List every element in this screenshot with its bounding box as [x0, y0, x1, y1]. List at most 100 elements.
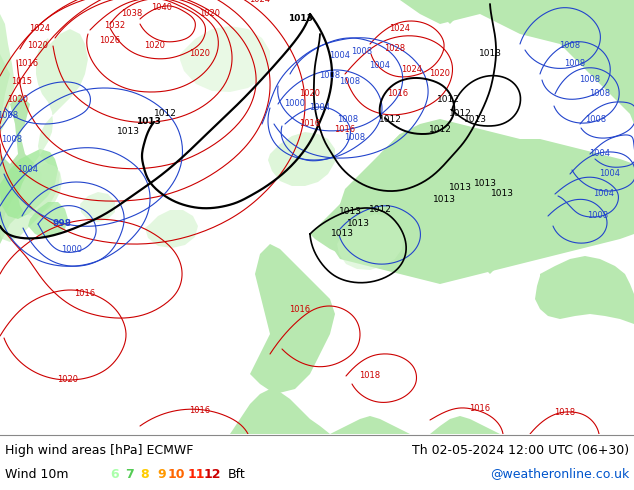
Text: 1016: 1016 [335, 124, 356, 133]
Text: 1013: 1013 [474, 179, 496, 189]
Text: 1012: 1012 [153, 109, 176, 119]
Text: 1012: 1012 [378, 115, 401, 123]
Text: 1013: 1013 [117, 127, 139, 137]
Polygon shape [330, 416, 410, 434]
Polygon shape [18, 29, 88, 216]
Polygon shape [0, 164, 60, 242]
Text: 1008: 1008 [0, 112, 18, 121]
Text: 1008: 1008 [590, 90, 611, 98]
Text: 1016: 1016 [74, 290, 96, 298]
Text: 1020: 1020 [299, 90, 321, 98]
Text: 1012: 1012 [368, 205, 391, 215]
Text: 1020: 1020 [8, 95, 29, 103]
Text: 8: 8 [141, 467, 150, 481]
Text: 1004: 1004 [370, 62, 391, 71]
Polygon shape [480, 204, 520, 274]
Text: 1013: 1013 [330, 229, 354, 239]
Text: 1004: 1004 [330, 51, 351, 60]
Text: 1008: 1008 [564, 59, 586, 69]
Polygon shape [392, 169, 418, 236]
Polygon shape [430, 0, 480, 24]
Text: High wind areas [hPa] ECMWF: High wind areas [hPa] ECMWF [5, 443, 193, 457]
Text: 9: 9 [158, 467, 166, 481]
Polygon shape [330, 119, 634, 284]
Text: 1020: 1020 [27, 42, 48, 50]
Polygon shape [268, 132, 335, 186]
Text: 1004: 1004 [18, 166, 39, 174]
Text: 1013: 1013 [479, 49, 501, 58]
Text: 998: 998 [53, 220, 72, 228]
Text: 1016: 1016 [190, 406, 210, 415]
Polygon shape [380, 134, 480, 169]
Text: 1018: 1018 [359, 371, 380, 381]
Text: 1016: 1016 [387, 90, 408, 98]
Text: 1020: 1020 [145, 42, 165, 50]
Text: 1018: 1018 [555, 408, 576, 416]
Text: 1016: 1016 [299, 120, 321, 128]
Text: 12: 12 [204, 467, 221, 481]
Text: Th 02-05-2024 12:00 UTC (06+30): Th 02-05-2024 12:00 UTC (06+30) [412, 443, 629, 457]
Text: 1008: 1008 [339, 77, 361, 87]
Text: 1026: 1026 [100, 36, 120, 46]
Polygon shape [0, 14, 15, 134]
Text: 1004: 1004 [600, 170, 621, 178]
Text: 7: 7 [126, 467, 134, 481]
Text: 1008: 1008 [559, 42, 581, 50]
Text: 1024: 1024 [389, 24, 410, 33]
Text: 10: 10 [167, 467, 184, 481]
Text: 1013: 1013 [491, 190, 514, 198]
Text: 1020: 1020 [200, 9, 221, 19]
Text: 1000: 1000 [285, 99, 306, 108]
Text: Wind 10m: Wind 10m [5, 467, 68, 481]
Text: 1004: 1004 [593, 190, 614, 198]
Text: 1008: 1008 [1, 134, 23, 144]
Text: 1024: 1024 [401, 65, 422, 74]
Text: 1016: 1016 [18, 59, 39, 69]
Text: 1013: 1013 [463, 115, 486, 123]
Text: 1013: 1013 [288, 15, 313, 24]
Text: 1004: 1004 [309, 103, 330, 113]
Polygon shape [28, 202, 68, 238]
Text: 1038: 1038 [121, 9, 143, 19]
Text: 1008: 1008 [579, 74, 600, 83]
Polygon shape [310, 164, 415, 256]
Text: 1012: 1012 [429, 124, 451, 133]
Text: 11: 11 [187, 467, 205, 481]
Text: 1013: 1013 [432, 195, 455, 203]
Polygon shape [430, 416, 500, 434]
Polygon shape [0, 149, 58, 219]
Polygon shape [80, 192, 115, 222]
Polygon shape [490, 0, 610, 24]
Text: 1012: 1012 [449, 109, 472, 119]
Text: 1013: 1013 [347, 220, 370, 228]
Text: 1008: 1008 [344, 133, 366, 143]
Text: 1040: 1040 [152, 3, 172, 13]
Polygon shape [400, 0, 634, 124]
Text: 1015: 1015 [11, 77, 32, 87]
Polygon shape [180, 26, 270, 92]
Text: @weatheronline.co.uk: @weatheronline.co.uk [489, 467, 629, 481]
Text: 1024: 1024 [30, 24, 51, 33]
Polygon shape [535, 256, 634, 324]
Text: Bft: Bft [228, 467, 246, 481]
Text: 1028: 1028 [384, 45, 406, 53]
Text: 1013: 1013 [339, 207, 361, 217]
Text: 1013: 1013 [136, 118, 160, 126]
Polygon shape [250, 244, 335, 394]
Text: 1024: 1024 [250, 0, 271, 4]
Text: 1000: 1000 [61, 245, 82, 253]
Polygon shape [337, 214, 404, 270]
Text: 1004: 1004 [590, 149, 611, 158]
Text: 1008: 1008 [351, 48, 373, 56]
Text: 1020: 1020 [190, 49, 210, 58]
Text: 1012: 1012 [437, 95, 460, 103]
Text: 1020: 1020 [429, 70, 451, 78]
Text: 1020: 1020 [58, 374, 79, 384]
Text: 1008: 1008 [320, 72, 340, 80]
Text: 1013: 1013 [448, 183, 472, 193]
Text: 1008: 1008 [588, 212, 609, 220]
Polygon shape [0, 0, 42, 244]
Text: 1032: 1032 [105, 22, 126, 30]
Text: 1016: 1016 [469, 403, 491, 413]
Text: 1008: 1008 [585, 115, 607, 123]
